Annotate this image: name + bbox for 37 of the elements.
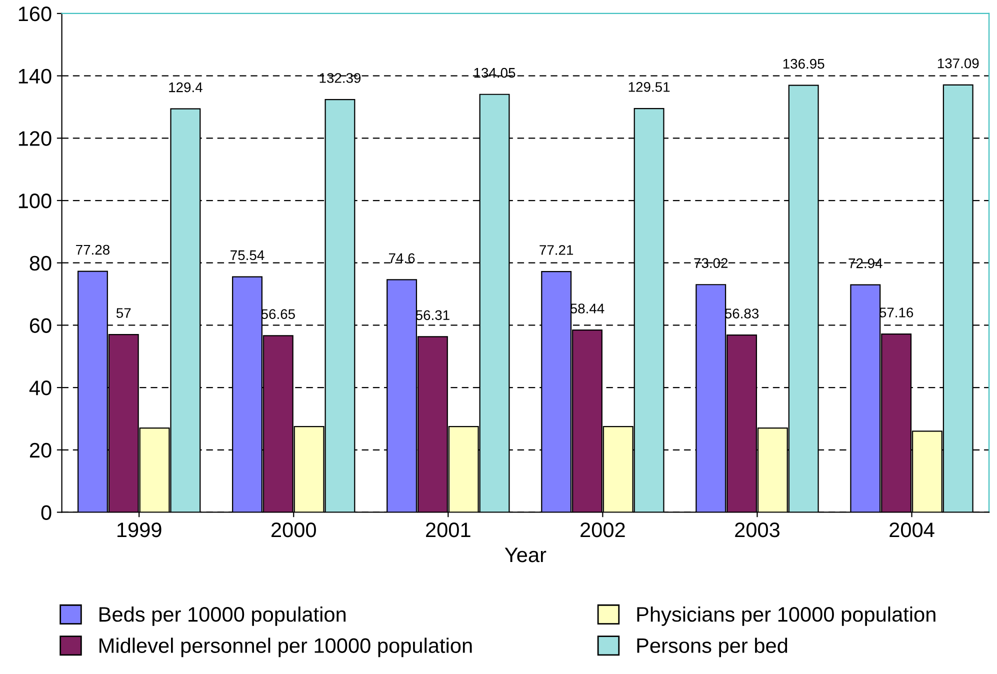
data-label: 129.51 [628,82,670,92]
y-tick-label: 120 [18,131,52,146]
data-label: 136.95 [783,58,824,69]
data-label: 74.6 [388,253,415,264]
x-tick-label: 1999 [118,522,162,538]
legend-label: Physicians per 10000 population [637,606,936,626]
x-tick-label: 2004 [890,522,934,538]
data-label: 129.4 [169,82,202,92]
legend-label: Midlevel personnel per 10000 population [100,638,472,658]
data-label: 57 [116,308,131,318]
y-tick-label: 20 [30,442,52,458]
data-label: 75.54 [230,250,264,260]
y-tick-label: 40 [29,380,52,396]
data-label: 132.39 [320,73,361,83]
y-tick-label: 140 [18,68,52,84]
x-tick-label: 2000 [271,522,316,538]
data-label: 73.02 [694,258,728,268]
data-label: 77.21 [540,245,574,255]
legend-label: Beds per 10000 population [100,606,346,626]
y-tick-label: 60 [30,318,52,333]
y-tick-label: 80 [30,256,52,271]
data-label: 56.31 [416,310,450,320]
x-tick-label: 2002 [580,522,625,538]
y-tick-label: 100 [18,194,52,208]
y-tick-label: 160 [18,6,52,22]
x-axis-title: Year [504,548,546,562]
y-tick-label: 0 [41,505,52,520]
data-label: 58.44 [570,304,604,314]
data-label: 56.83 [724,308,759,318]
x-tick-label: 2001 [426,522,470,538]
data-label: 137.09 [938,58,979,68]
legend-label: Persons per bed [637,638,788,658]
data-label: 134.05 [474,68,516,78]
data-label: 56.65 [261,309,295,320]
data-label: 77.28 [76,244,110,255]
data-label: 72.94 [848,258,882,268]
x-tick-label: 2003 [735,522,780,538]
